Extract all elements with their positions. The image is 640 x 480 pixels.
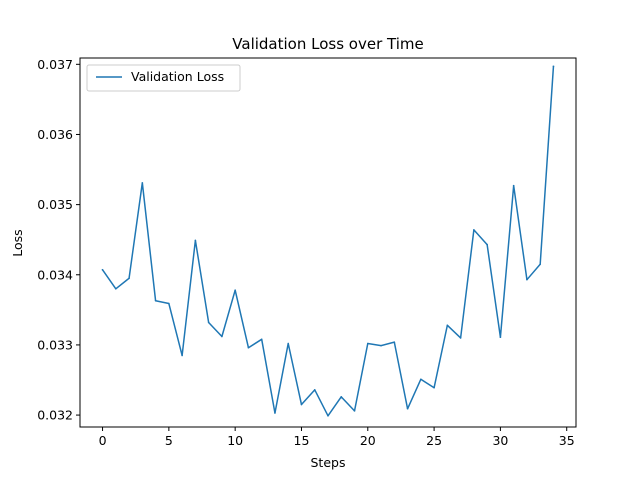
x-tick-label: 20 [360, 433, 376, 448]
plot-area [101, 65, 555, 417]
y-tick-label: 0.032 [37, 408, 73, 423]
x-tick-label: 35 [559, 433, 575, 448]
x-tick-label: 30 [492, 433, 508, 448]
x-tick-label: 15 [294, 433, 310, 448]
y-axis: 0.032 0.033 0.034 0.035 0.036 0.037 [37, 57, 80, 423]
axes-frame [79, 57, 577, 428]
data-point [247, 346, 250, 349]
data-point [128, 277, 130, 280]
data-point [340, 396, 343, 398]
data-point [168, 302, 170, 305]
x-tick-label: 5 [165, 433, 173, 448]
data-point [446, 324, 449, 327]
data-point [313, 389, 316, 391]
data-point [287, 342, 290, 345]
x-tick-label: 0 [99, 433, 107, 448]
data-point [327, 414, 329, 417]
data-point [459, 337, 462, 339]
legend-box [86, 64, 241, 92]
data-point [141, 182, 144, 184]
data-point [260, 338, 263, 341]
y-tick-label: 0.035 [37, 197, 73, 212]
data-point [300, 403, 303, 406]
data-point [194, 239, 197, 242]
data-point [380, 344, 382, 347]
x-tick-label: 10 [227, 433, 243, 448]
data-point [353, 410, 356, 412]
x-axis-label: Steps [311, 455, 346, 470]
data-point [499, 336, 502, 339]
y-tick-label: 0.034 [37, 267, 73, 282]
y-axis-label: Loss [10, 229, 25, 256]
data-point [221, 335, 223, 338]
x-axis: 0 5 10 15 20 25 30 35 [99, 427, 575, 448]
y-tick-label: 0.036 [37, 127, 73, 142]
legend: Validation Loss [86, 64, 241, 92]
legend-label: Validation Loss [131, 69, 224, 84]
data-point [274, 412, 276, 414]
data-point [154, 299, 157, 302]
data-point [512, 184, 515, 187]
data-point [526, 278, 528, 281]
data-point [234, 289, 236, 292]
x-tick-label: 25 [426, 433, 442, 448]
data-point [207, 321, 210, 324]
y-tick-label: 0.037 [37, 57, 73, 72]
data-point [539, 263, 541, 266]
data-point [486, 243, 488, 246]
data-point [433, 386, 435, 389]
data-point [366, 342, 369, 345]
y-tick-label: 0.033 [37, 337, 73, 352]
data-point [393, 341, 396, 343]
data-point [406, 407, 409, 410]
series-line-validation-loss [101, 65, 555, 417]
data-point [473, 229, 475, 231]
data-point [115, 288, 117, 290]
chart-title: Validation Loss over Time [232, 35, 423, 53]
data-point [420, 378, 422, 381]
data-point [181, 354, 183, 357]
data-point [552, 65, 555, 68]
data-point [101, 269, 104, 271]
